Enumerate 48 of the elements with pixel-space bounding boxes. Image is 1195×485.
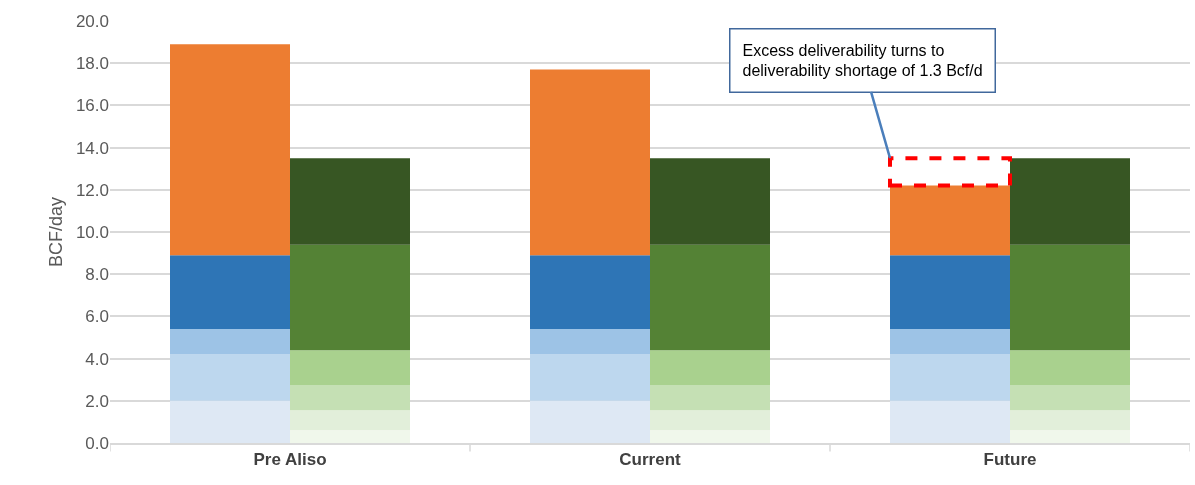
bar [530, 400, 650, 443]
bar [1010, 410, 1130, 431]
x-tick-label: Pre Aliso [253, 450, 327, 470]
bar [170, 255, 290, 330]
bar [530, 329, 650, 355]
bar [890, 354, 1010, 401]
bar [530, 255, 650, 330]
bar [650, 244, 770, 351]
bar [1010, 384, 1130, 411]
bar [170, 329, 290, 355]
bar [1010, 244, 1130, 351]
y-tick-label: 20.0 [75, 11, 109, 31]
y-tick-label: 2.0 [85, 391, 109, 411]
y-tick-label: 0.0 [85, 433, 109, 453]
bar [650, 430, 770, 443]
bar [290, 384, 410, 411]
y-tick-label: 12.0 [75, 180, 109, 200]
bar [650, 410, 770, 431]
bar [290, 244, 410, 351]
bar [170, 44, 290, 256]
y-tick-label: 16.0 [75, 96, 109, 116]
bar [890, 400, 1010, 443]
x-tick-label: Future [983, 450, 1037, 470]
bar [1010, 158, 1130, 245]
bar [290, 158, 410, 245]
bar [290, 350, 410, 385]
bar [170, 400, 290, 443]
annotation: Excess deliverability turns to deliverability shortage of 1.3 Bcf/d [742, 41, 983, 80]
bar [890, 255, 1010, 330]
bar [290, 410, 410, 431]
bar [650, 384, 770, 411]
bar [530, 69, 650, 256]
y-tick-label: 4.0 [85, 349, 109, 369]
bar [290, 430, 410, 443]
bar [650, 350, 770, 385]
bar [530, 354, 650, 401]
x-tick-label: Current [619, 450, 682, 470]
y-axis-title: BCF/day [46, 196, 67, 268]
bar [1010, 430, 1130, 443]
y-tick-label: 18.0 [75, 54, 109, 74]
y-tick-label: 10.0 [75, 222, 109, 242]
bar [650, 158, 770, 245]
y-tick-label: 14.0 [75, 138, 109, 158]
bar [170, 354, 290, 401]
y-tick-label: 6.0 [85, 307, 109, 327]
y-tick-label: 8.0 [85, 265, 109, 285]
bar [890, 329, 1010, 355]
bar [1010, 350, 1130, 385]
